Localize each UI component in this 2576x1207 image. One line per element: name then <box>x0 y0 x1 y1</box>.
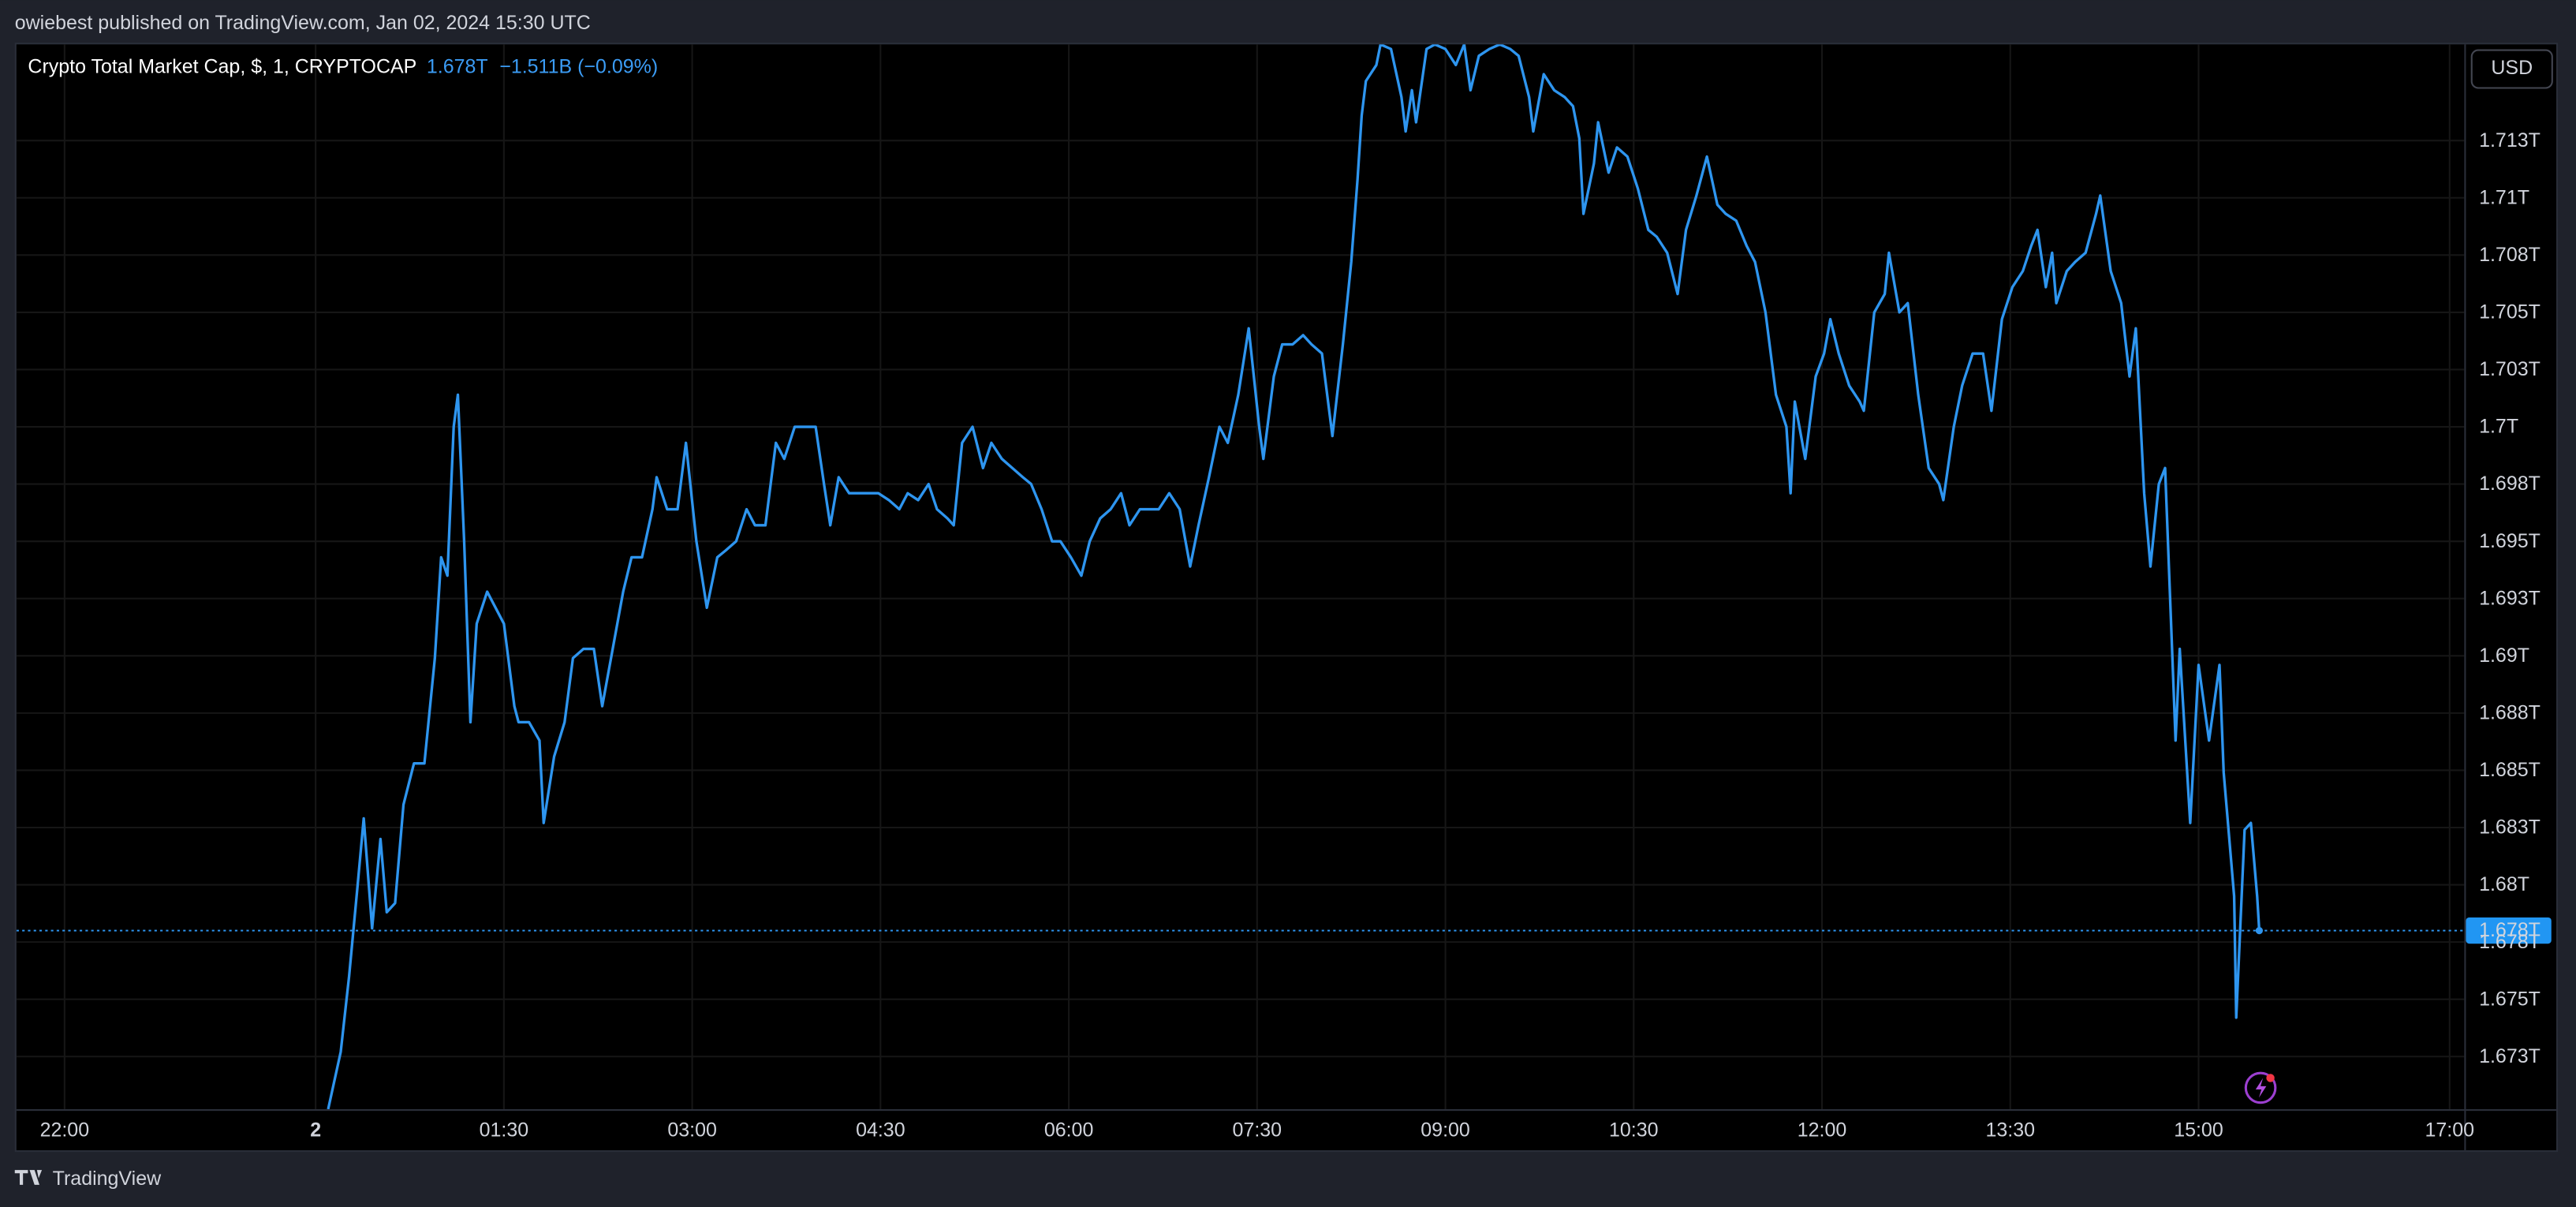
x-tick-label: 06:00 <box>1044 1119 1094 1142</box>
legend-change: −1.511B (−0.09%) <box>499 55 658 77</box>
y-tick-label: 1.705T <box>2479 301 2541 323</box>
grid <box>16 44 2465 1110</box>
price-line <box>327 44 2261 1110</box>
x-tick-label: 13:30 <box>1985 1119 2035 1142</box>
y-tick-label: 1.68T <box>2479 873 2529 895</box>
y-tick-label: 1.69T <box>2479 645 2529 667</box>
x-tick-label: 17:00 <box>2425 1119 2475 1142</box>
x-tick-label: 07:30 <box>1233 1119 1282 1142</box>
x-tick-label: 2 <box>310 1119 321 1142</box>
x-tick-label: 15:00 <box>2174 1119 2223 1142</box>
price-label: 1.678T <box>2479 919 2541 941</box>
y-tick-label: 1.695T <box>2479 530 2541 552</box>
x-tick-label: 12:00 <box>1798 1119 1847 1142</box>
y-tick-label: 1.675T <box>2479 988 2541 1010</box>
plot-area <box>16 44 2465 1110</box>
y-tick-label: 1.703T <box>2479 358 2541 380</box>
y-tick-label: 1.71T <box>2479 186 2529 208</box>
x-tick-label: 03:00 <box>667 1119 717 1142</box>
y-tick-label: 1.698T <box>2479 473 2541 495</box>
overlay: 1.678T <box>2466 917 2552 944</box>
y-tick-label: 1.685T <box>2479 759 2541 781</box>
alert-icon[interactable] <box>2244 1071 2277 1104</box>
header-text: owiebest published on TradingView.com, J… <box>15 12 591 34</box>
y-tick-label: 1.673T <box>2479 1045 2541 1067</box>
x-tick-label: 04:30 <box>856 1119 905 1142</box>
y-tick-label: 1.688T <box>2479 701 2541 723</box>
legend-name: Crypto Total Market Cap, $, 1, CRYPTOCAP <box>28 55 416 77</box>
price-label-box <box>2466 917 2552 944</box>
legend-price: 1.678T <box>427 55 488 77</box>
currency-label[interactable]: USD <box>2491 57 2533 79</box>
x-tick-label: 22:00 <box>40 1119 90 1142</box>
y-tick-label: 1.708T <box>2479 244 2541 266</box>
y-tick-label: 1.678T <box>2479 931 2541 953</box>
x-tick-label: 10:30 <box>1609 1119 1659 1142</box>
y-tick-label: 1.693T <box>2479 587 2541 609</box>
legend: Crypto Total Market Cap, $, 1, CRYPTOCAP… <box>28 55 658 77</box>
y-tick-label: 1.683T <box>2479 816 2541 839</box>
last-point <box>2255 927 2263 935</box>
y-tick-label: 1.713T <box>2479 129 2541 151</box>
x-tick-label: 01:30 <box>480 1119 529 1142</box>
footer-logo <box>14 1170 43 1185</box>
footer-text: TradingView <box>53 1168 162 1190</box>
y-tick-label: 1.7T <box>2479 416 2518 438</box>
currency-button[interactable] <box>2470 49 2553 89</box>
x-tick-label: 09:00 <box>1421 1119 1470 1142</box>
chart-frame <box>14 43 2559 1153</box>
